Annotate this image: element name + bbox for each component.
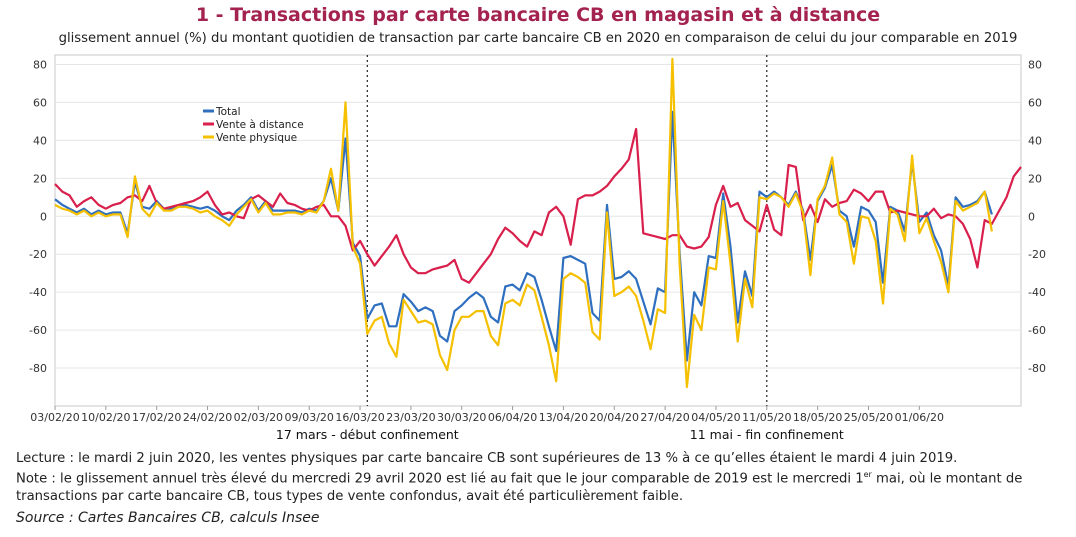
x-tick-label: 09/03/20 <box>285 411 334 424</box>
series-line <box>54 110 993 362</box>
y-tick-label-left: -60 <box>29 324 47 337</box>
y-tick-label-left: 0 <box>40 210 47 223</box>
x-tick-label: 11/05/20 <box>742 411 791 424</box>
x-tick-label: 18/05/20 <box>793 411 842 424</box>
y-tick-label-right: -80 <box>1028 362 1046 375</box>
x-tick-label: 13/04/20 <box>539 411 588 424</box>
x-tick-label: 02/03/20 <box>234 411 283 424</box>
x-tick-label: 10/02/20 <box>81 411 130 424</box>
note-text-end: mai, où le montant de <box>871 471 1023 487</box>
legend-label: Vente physique <box>216 132 297 144</box>
x-tick-label: 23/03/20 <box>386 411 435 424</box>
x-tick-label: 30/03/20 <box>437 411 486 424</box>
y-tick-label-right: -20 <box>1028 248 1046 261</box>
legend-label: Total <box>215 106 241 118</box>
plot-frame <box>54 54 1022 407</box>
y-tick-label-right: -40 <box>1028 286 1046 299</box>
y-tick-label-right: 60 <box>1028 96 1042 109</box>
x-tick-label: 01/06/20 <box>895 411 944 424</box>
x-tick-label: 25/05/20 <box>844 411 893 424</box>
y-tick-label-left: 40 <box>33 134 47 147</box>
chart-title: 1 - Transactions par carte bancaire CB e… <box>195 4 881 26</box>
x-tick-label: 20/04/20 <box>590 411 639 424</box>
x-tick-label: 04/05/20 <box>691 411 740 424</box>
series-line <box>54 127 1022 284</box>
y-tick-label-left: 80 <box>33 58 47 71</box>
legend-label: Vente à distance <box>216 119 304 131</box>
y-tick-label-right: -60 <box>1028 324 1046 337</box>
y-tick-label-left: -80 <box>29 362 47 375</box>
lecture-note: Lecture : le mardi 2 juin 2020, les vent… <box>16 451 958 466</box>
x-tick-label: 17/02/20 <box>132 411 181 424</box>
y-tick-label-left: 60 <box>33 96 47 109</box>
series-line <box>54 57 993 389</box>
y-tick-label-left: -20 <box>29 248 47 261</box>
x-tick-label: 16/03/20 <box>335 411 384 424</box>
chart-subtitle: glissement annuel (%) du montant quotidi… <box>58 31 1018 46</box>
y-tick-label-left: -40 <box>29 286 47 299</box>
note-superscript: er <box>863 470 872 479</box>
x-tick-label: 06/04/20 <box>488 411 537 424</box>
annotation-label: 17 mars - début confinement <box>276 427 459 442</box>
source-note: Source : Cartes Bancaires CB, calculs In… <box>16 510 320 526</box>
x-tick-label: 24/02/20 <box>183 411 232 424</box>
note-line-1: Note : le glissement annuel très élevé d… <box>16 470 1022 486</box>
y-tick-label-right: 40 <box>1028 134 1042 147</box>
x-tick-label: 03/02/20 <box>30 411 79 424</box>
y-tick-label-right: 80 <box>1028 58 1042 71</box>
y-tick-label-right: 20 <box>1028 172 1042 185</box>
note-line-2: transactions par carte bancaire CB, tous… <box>16 489 684 504</box>
annotation-label: 11 mai - fin confinement <box>690 427 844 442</box>
y-tick-label-left: 20 <box>33 172 47 185</box>
note-text: Note : le glissement annuel très élevé d… <box>16 471 864 487</box>
y-tick-label-right: 0 <box>1028 210 1035 223</box>
x-tick-label: 27/04/20 <box>640 411 689 424</box>
